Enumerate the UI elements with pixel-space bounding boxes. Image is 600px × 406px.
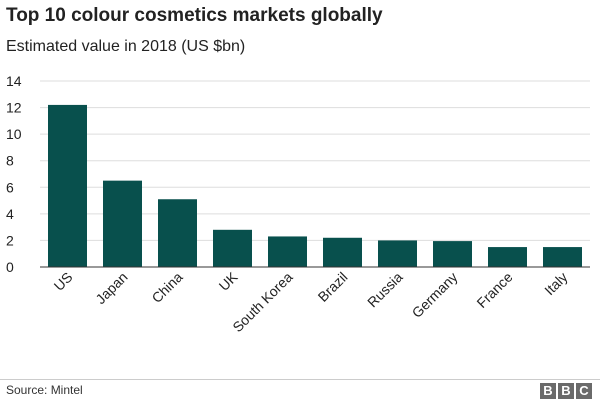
- bar-japan: [103, 180, 142, 267]
- x-tick-label: Japan: [92, 269, 130, 307]
- logo-letter-b1: B: [540, 383, 556, 399]
- y-tick-label: 4: [6, 206, 14, 222]
- chart-subtitle: Estimated value in 2018 (US $bn): [6, 38, 246, 55]
- bar-uk: [213, 229, 252, 267]
- bar-russia: [378, 240, 417, 267]
- y-tick-label: 0: [6, 259, 14, 275]
- x-tick-label: Germany: [409, 269, 461, 321]
- logo-letter-b2: B: [558, 383, 574, 399]
- x-tick-label: Italy: [541, 269, 570, 298]
- bar-us: [48, 104, 87, 268]
- x-tick-label: Brazil: [315, 269, 351, 305]
- bar-germany: [433, 241, 472, 267]
- bar-brazil: [323, 237, 362, 267]
- x-tick-label: France: [473, 269, 515, 311]
- x-tick-label: UK: [216, 268, 242, 294]
- bar-france: [488, 247, 527, 267]
- logo-letter-c: C: [576, 383, 592, 399]
- x-tick-label: China: [148, 269, 185, 306]
- y-tick-label: 14: [6, 73, 22, 89]
- footer-divider: [0, 379, 600, 380]
- x-tick-label: US: [51, 269, 76, 294]
- bar-china: [158, 199, 197, 267]
- y-tick-label: 2: [6, 232, 14, 248]
- x-tick-label: South Korea: [229, 269, 296, 336]
- chart-title: Top 10 colour cosmetics markets globally: [6, 5, 383, 26]
- bbc-logo: B B C: [540, 383, 592, 399]
- x-tick-label: Russia: [364, 269, 406, 311]
- bar-italy: [543, 247, 582, 267]
- source-note: Source: Mintel: [6, 383, 83, 397]
- y-tick-label: 12: [6, 100, 22, 116]
- bar-south-korea: [268, 236, 307, 267]
- y-tick-label: 10: [6, 126, 22, 142]
- y-tick-label: 6: [6, 179, 14, 195]
- y-tick-label: 8: [6, 153, 14, 169]
